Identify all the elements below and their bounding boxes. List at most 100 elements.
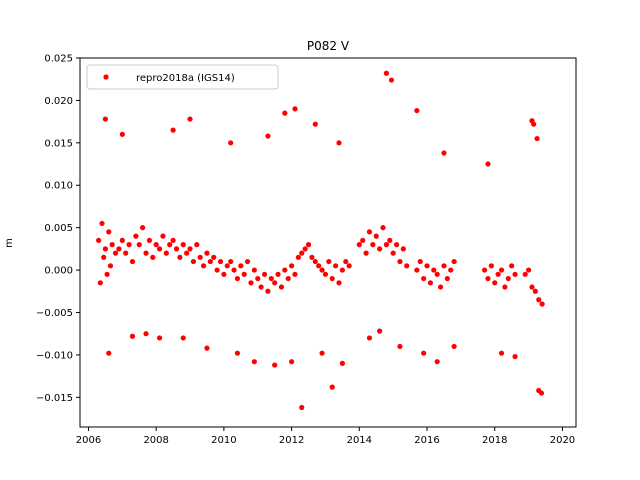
data-point (498, 350, 505, 356)
data-point (377, 328, 383, 334)
data-point (228, 140, 234, 146)
y-tick-label: −0.010 (36, 350, 73, 361)
data-point (207, 258, 213, 265)
data-point (282, 110, 288, 116)
data-point (244, 258, 251, 265)
data-point (431, 267, 437, 273)
x-tick-label: 2012 (279, 435, 304, 446)
data-point (363, 250, 369, 256)
data-point (140, 225, 146, 231)
y-tick-label: −0.005 (36, 308, 73, 319)
data-point (312, 258, 318, 265)
data-point (397, 343, 403, 350)
data-point (123, 250, 129, 256)
data-point (129, 258, 136, 265)
data-point (106, 350, 112, 356)
data-point (200, 263, 207, 269)
data-point (339, 360, 345, 366)
data-point (383, 70, 390, 76)
data-point (434, 271, 440, 277)
data-point (434, 359, 440, 365)
data-point (278, 284, 285, 290)
data-point (488, 263, 494, 269)
data-point (400, 246, 406, 252)
data-point (119, 131, 125, 137)
data-point (265, 288, 271, 294)
data-point (282, 267, 288, 273)
x-tick-label: 2008 (143, 435, 168, 446)
data-point (251, 267, 257, 273)
data-point (534, 135, 540, 142)
chart-title: P082 V (307, 39, 350, 53)
data-point (255, 275, 261, 282)
data-point (336, 140, 342, 146)
data-point (387, 237, 393, 243)
data-point (153, 242, 159, 248)
data-point (502, 284, 508, 290)
data-point (505, 275, 511, 282)
data-point (397, 258, 403, 265)
data-point (211, 254, 217, 260)
y-tick-label: 0.000 (44, 266, 73, 277)
data-point (194, 242, 200, 248)
data-point (336, 280, 342, 286)
data-point (356, 242, 362, 248)
data-point (251, 359, 257, 365)
data-points (96, 70, 545, 411)
data-point (173, 246, 180, 252)
data-point (234, 275, 241, 282)
data-point (96, 237, 102, 243)
data-point (292, 271, 298, 277)
data-point (421, 275, 427, 282)
legend-box (86, 64, 279, 90)
data-point (393, 242, 400, 248)
data-point (228, 258, 234, 265)
data-point (231, 267, 237, 273)
data-point (99, 220, 105, 227)
data-point (448, 267, 454, 273)
data-point (177, 254, 183, 260)
data-point (217, 258, 224, 265)
data-point (498, 267, 505, 273)
data-point (529, 284, 535, 290)
data-point (326, 258, 332, 265)
data-point (339, 267, 345, 273)
data-point (101, 254, 107, 260)
data-point (522, 271, 528, 277)
data-point (509, 263, 515, 269)
data-point (143, 331, 149, 337)
data-point (417, 258, 423, 265)
y-tick-label: −0.015 (36, 393, 73, 404)
data-point (531, 121, 537, 127)
data-point (156, 335, 163, 341)
data-point (309, 254, 315, 260)
data-point (437, 284, 444, 290)
y-tick-label: 0.005 (44, 223, 73, 234)
legend: repro2018a (IGS14) (86, 64, 279, 90)
data-point (204, 250, 210, 256)
data-point (383, 242, 390, 248)
data-point (170, 127, 176, 133)
data-point (414, 107, 420, 114)
data-point (427, 280, 434, 286)
data-point (248, 280, 254, 286)
data-point (180, 242, 186, 248)
data-point (106, 229, 112, 235)
y-tick-label: 0.020 (44, 96, 73, 107)
data-point (119, 237, 125, 243)
data-point (289, 263, 295, 269)
data-point (146, 237, 153, 243)
data-point (116, 246, 122, 252)
data-point (197, 254, 203, 260)
data-point (526, 267, 532, 273)
data-point (160, 233, 166, 239)
data-point (370, 242, 376, 248)
data-point (214, 267, 220, 273)
data-point (187, 116, 193, 122)
data-point (319, 267, 325, 273)
data-point (421, 350, 427, 356)
data-point (112, 250, 119, 256)
data-point (143, 250, 149, 256)
data-point (316, 263, 322, 269)
data-point (481, 267, 488, 273)
